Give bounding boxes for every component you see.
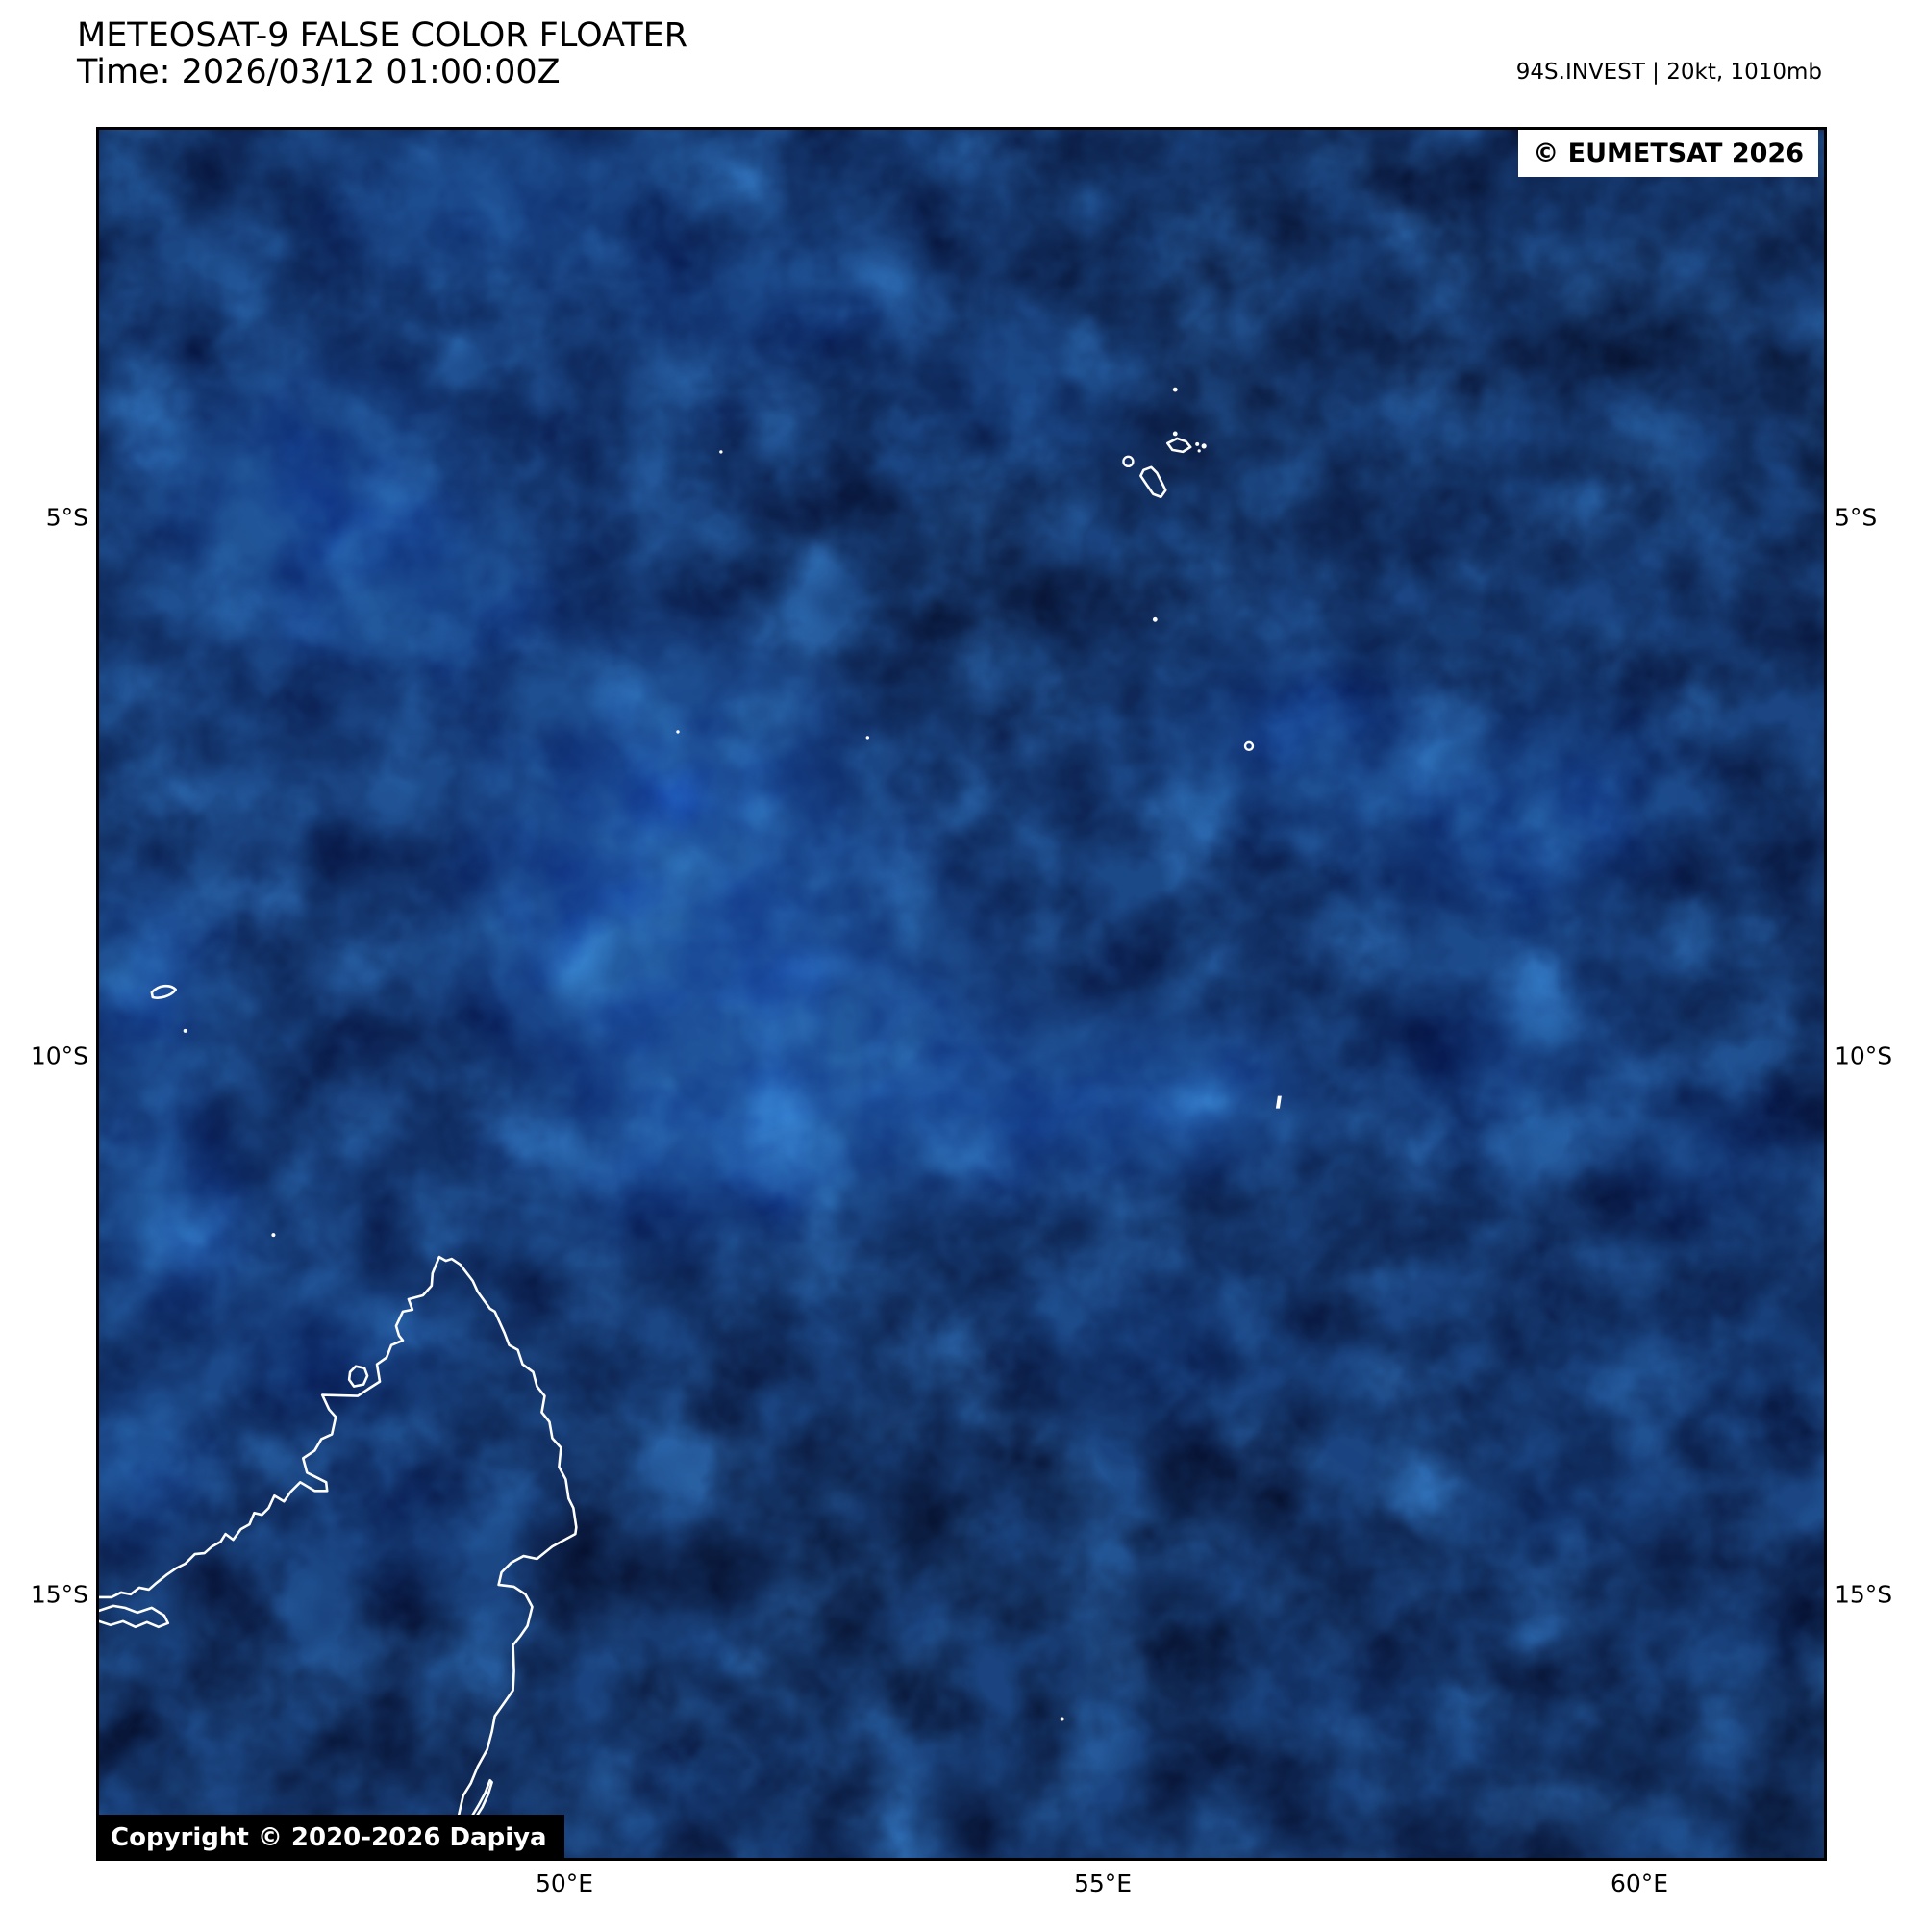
farquhar-reef-sliver: [150, 984, 178, 999]
timestamp: Time: 2026/03/12 01:00:00Z: [77, 53, 561, 91]
small-island-dot: [1152, 616, 1158, 622]
cloud-shadow-noise: [99, 130, 1824, 1858]
lon-label-50e: 50°E: [535, 1869, 594, 1897]
lon-label-60e: 60°E: [1610, 1869, 1669, 1897]
small-island-dot: [183, 1028, 187, 1033]
madagascar-west-coast-detail: [99, 1604, 170, 1629]
eumetsat-credit-badge: © EUMETSAT 2026: [1518, 130, 1818, 177]
satellite-image-frame: © EUMETSAT 2026 Copyright © 2020-2026 Da…: [96, 127, 1827, 1861]
mahe-island: [1139, 465, 1167, 499]
silhouette-atoll-ring: [1122, 455, 1135, 468]
lat-label-left-5s: 5°S: [45, 503, 88, 532]
lat-label-right-5s: 5°S: [1835, 503, 1878, 532]
page-title: METEOSAT-9 FALSE COLOR FLOATER: [77, 16, 688, 55]
copyright-badge: Copyright © 2020-2026 Dapiya: [99, 1815, 564, 1858]
storm-status-text: 94S.INVEST | 20kt, 1010mb: [1515, 60, 1822, 85]
small-island-dot: [865, 736, 870, 740]
small-atoll-ring: [1243, 740, 1255, 752]
small-island-dot: [719, 450, 723, 454]
madagascar-coastline: [99, 1255, 578, 1858]
lat-label-left-15s: 15°S: [30, 1580, 88, 1609]
small-island-dot: [1172, 387, 1178, 392]
small-island-dot: [271, 1233, 276, 1238]
small-island-dot: [1197, 449, 1201, 453]
praslin-island: [1165, 437, 1192, 454]
coastline-overlay: [99, 387, 1282, 1858]
lat-label-left-10s: 10°S: [30, 1041, 88, 1070]
sainte-marie-island: [471, 1778, 493, 1819]
small-island-dot: [676, 730, 680, 734]
nosy-be-island: [347, 1365, 369, 1388]
title-block: METEOSAT-9 FALSE COLOR FLOATER Time: 202…: [77, 17, 687, 90]
lat-label-right-15s: 15°S: [1835, 1580, 1893, 1609]
small-island-dot: [1195, 441, 1200, 446]
small-island-dot: [1060, 1717, 1064, 1721]
reef-dash: [1275, 1095, 1282, 1109]
small-island-dot: [1201, 443, 1207, 449]
small-island-dot: [1172, 431, 1178, 437]
lat-label-right-10s: 10°S: [1835, 1041, 1893, 1070]
lon-label-55e: 55°E: [1073, 1869, 1133, 1897]
